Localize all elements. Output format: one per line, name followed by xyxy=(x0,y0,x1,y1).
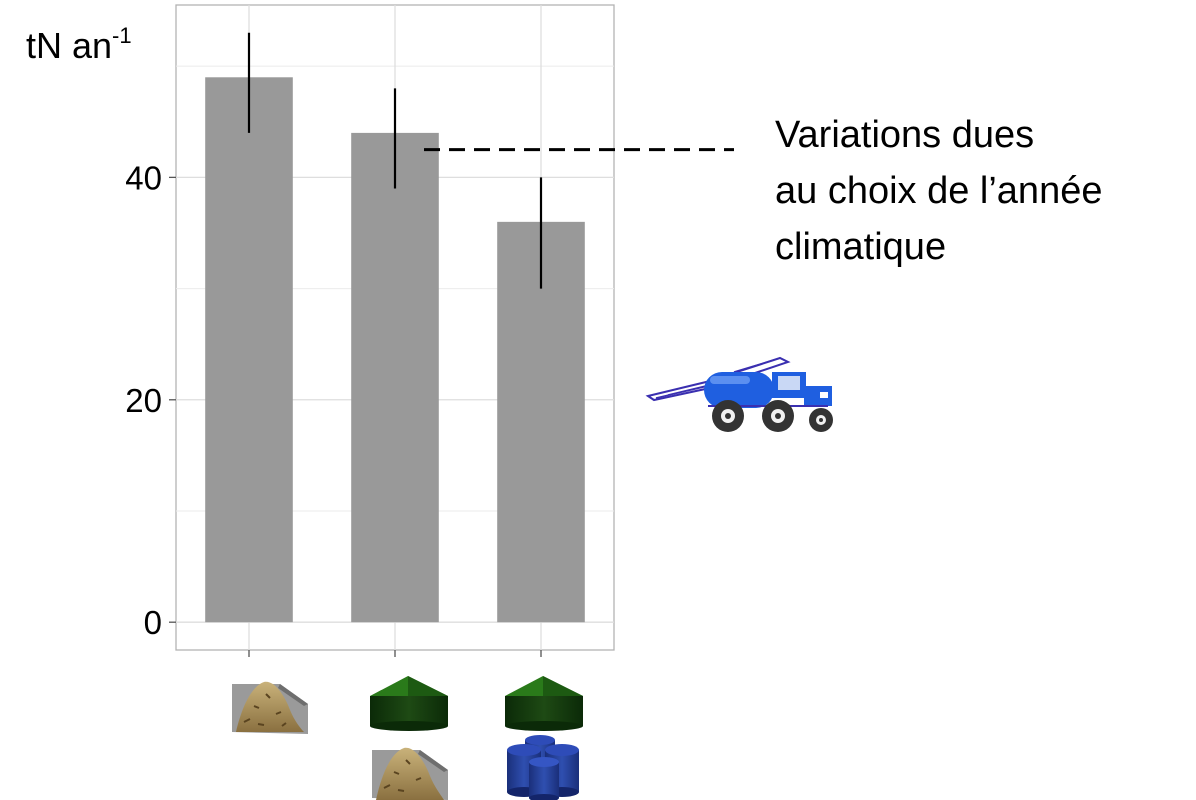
y-tick-label: 20 xyxy=(125,382,162,419)
y-unit-label: tN an-1 xyxy=(26,23,132,66)
bar xyxy=(205,77,293,623)
manure-pile-icon xyxy=(372,747,448,800)
manure-pile-icon xyxy=(232,681,308,734)
green-digester-icon xyxy=(370,676,448,731)
annotation-line-1: Variations dues xyxy=(775,114,1034,156)
error-bars-layer xyxy=(247,32,543,289)
y-tick-label: 0 xyxy=(144,604,162,641)
annotation-line-2: au choix de l’année xyxy=(775,170,1102,212)
tractor-sprayer-icon xyxy=(645,356,833,432)
green-digester-icon xyxy=(505,676,583,731)
annotation-line-3: climatique xyxy=(775,226,946,268)
y-tick-label: 40 xyxy=(125,159,162,196)
blue-tanks-icon xyxy=(507,735,579,800)
y-axis: 0 20 40 xyxy=(125,159,542,657)
bars-layer xyxy=(205,77,585,623)
bar xyxy=(351,132,439,623)
